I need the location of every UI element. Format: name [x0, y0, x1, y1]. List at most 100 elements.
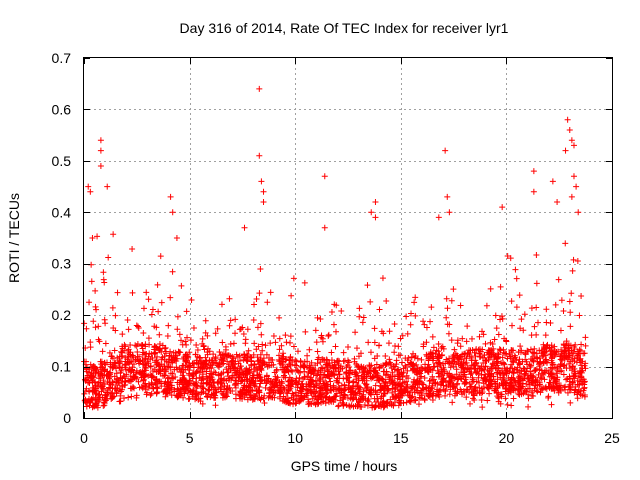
data-point: [304, 390, 311, 397]
data-point: [243, 357, 250, 364]
data-point: [511, 377, 518, 384]
data-point: [87, 361, 94, 368]
data-point: [235, 374, 242, 381]
data-point: [359, 319, 366, 326]
data-point: [212, 330, 219, 337]
data-point: [100, 276, 107, 283]
data-point: [461, 380, 468, 387]
data-point: [437, 381, 444, 388]
data-point: [179, 376, 186, 383]
data-point: [563, 365, 570, 372]
data-point: [182, 378, 189, 385]
data-point: [481, 352, 488, 359]
data-point: [156, 362, 163, 369]
data-point: [472, 368, 479, 375]
data-point: [119, 331, 126, 338]
data-point: [236, 357, 243, 364]
data-point: [450, 363, 457, 370]
data-point: [548, 401, 555, 408]
data-point: [458, 375, 465, 382]
data-point: [241, 224, 248, 231]
data-point: [577, 388, 584, 395]
data-point: [111, 347, 118, 354]
data-point: [412, 312, 419, 319]
data-point: [554, 199, 561, 205]
data-point: [439, 343, 446, 350]
data-point: [219, 394, 226, 401]
data-point: [376, 364, 383, 371]
data-point: [290, 275, 297, 282]
data-point: [568, 290, 575, 297]
data-point: [537, 389, 544, 396]
data-point: [480, 359, 487, 366]
data-point: [385, 340, 392, 347]
data-point: [476, 333, 483, 340]
data-point: [219, 380, 226, 387]
data-point: [98, 384, 105, 391]
data-point: [571, 387, 578, 394]
data-point: [167, 294, 174, 301]
data-point: [207, 394, 214, 401]
data-point: [216, 349, 223, 356]
data-point: [561, 347, 568, 354]
data-point: [566, 298, 573, 305]
data-point: [527, 346, 534, 353]
data-point: [112, 382, 119, 389]
data-point: [167, 348, 174, 355]
data-point: [574, 258, 581, 265]
data-point: [568, 193, 575, 200]
data-point: [547, 370, 554, 377]
data-point: [316, 374, 323, 381]
data-point: [530, 188, 537, 195]
data-point: [193, 375, 200, 382]
data-point: [210, 351, 217, 358]
data-point: [198, 377, 205, 384]
data-point: [483, 357, 490, 364]
data-point: [229, 388, 236, 395]
data-point: [141, 372, 148, 379]
data-point: [83, 358, 90, 365]
data-point: [391, 386, 398, 393]
data-point: [513, 304, 520, 311]
plot-frame: [83, 57, 613, 419]
data-point: [509, 358, 516, 365]
data-point: [477, 365, 484, 372]
data-point: [193, 390, 200, 397]
data-point: [517, 372, 524, 379]
data-point: [319, 385, 326, 392]
data-point: [564, 116, 571, 123]
data-point: [164, 333, 171, 340]
data-point: [122, 366, 129, 373]
data-point: [268, 394, 275, 401]
data-point: [127, 377, 134, 384]
data-point: [567, 309, 574, 316]
data-point: [453, 366, 460, 373]
data-point: [555, 276, 562, 283]
data-point: [244, 351, 251, 358]
data-point: [410, 366, 417, 373]
data-point: [200, 361, 207, 368]
data-point: [457, 343, 464, 350]
x-tick-label: 25: [604, 430, 620, 446]
data-point: [129, 364, 136, 371]
data-point: [529, 357, 536, 364]
data-point: [295, 368, 302, 375]
data-point: [540, 341, 547, 348]
data-point: [467, 371, 474, 378]
y-tick-label: 0.3: [52, 256, 72, 272]
data-point: [258, 178, 265, 185]
data-point: [294, 384, 301, 391]
data-point: [250, 395, 257, 402]
data-point: [372, 388, 379, 395]
data-point: [398, 383, 405, 390]
data-point: [425, 369, 432, 376]
data-point: [279, 361, 286, 368]
data-point: [429, 373, 436, 380]
data-point: [157, 253, 164, 260]
data-point: [539, 386, 546, 393]
data-point: [229, 362, 236, 369]
data-point: [148, 311, 155, 318]
data-point: [251, 301, 258, 308]
data-point: [372, 214, 379, 221]
data-point: [299, 361, 306, 368]
